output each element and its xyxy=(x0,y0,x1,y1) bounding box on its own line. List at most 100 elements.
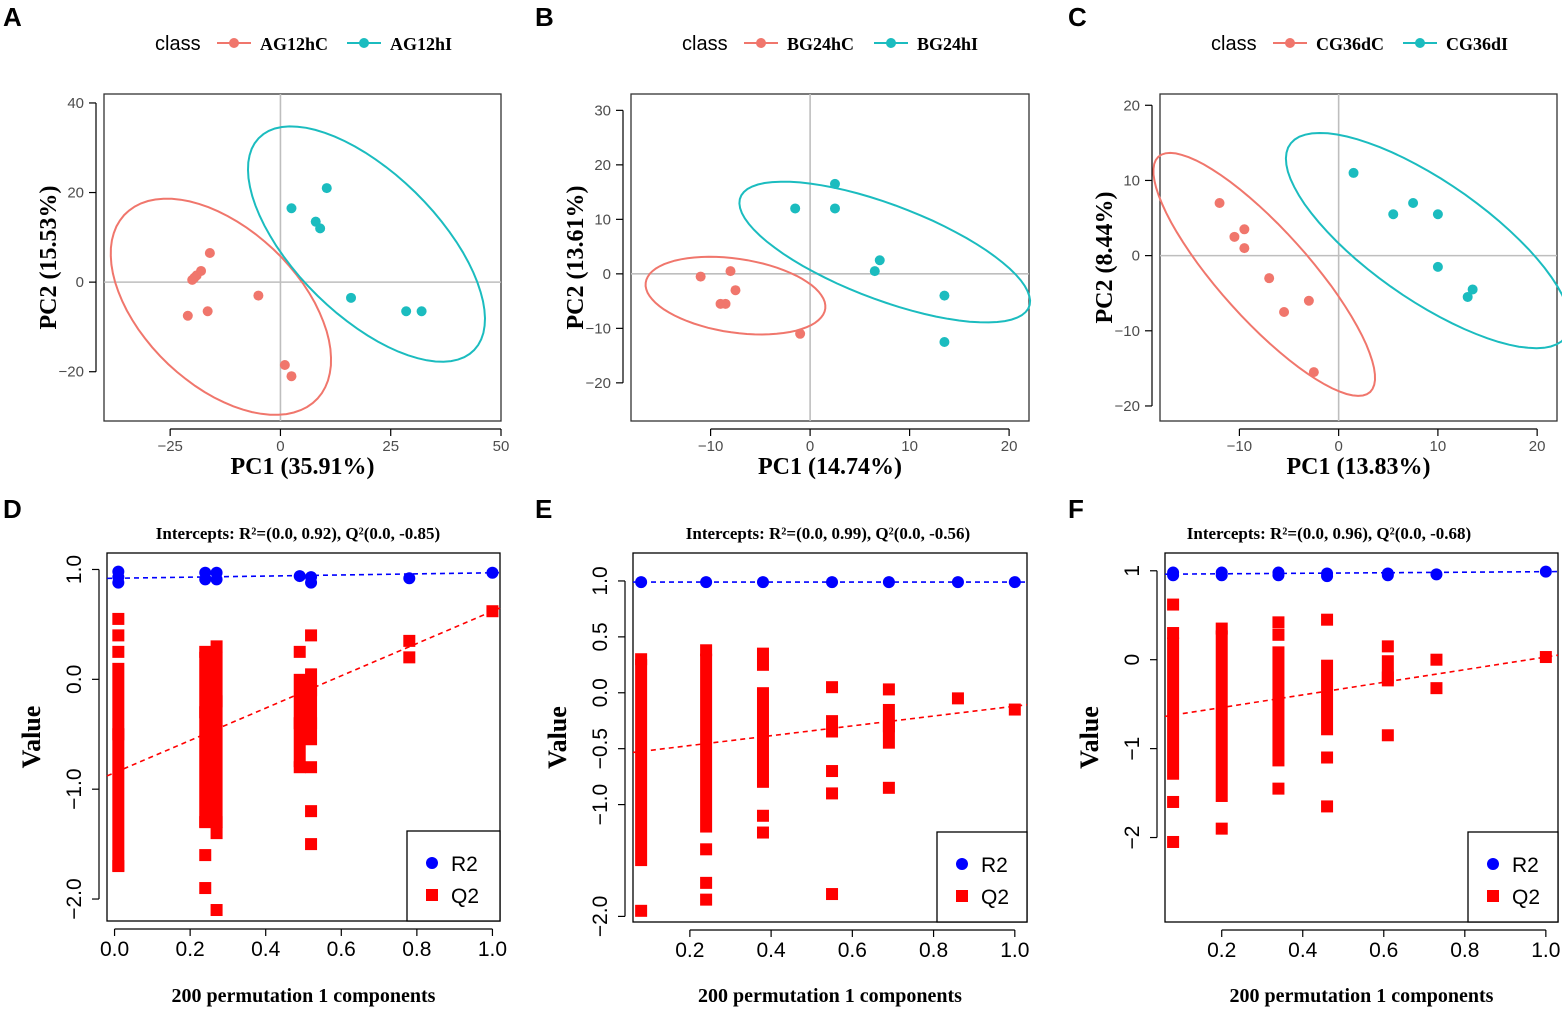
q2-point xyxy=(700,876,713,889)
data-point xyxy=(202,306,213,317)
q2-point-column xyxy=(1272,646,1285,767)
data-point xyxy=(695,271,706,282)
panel-label: A xyxy=(3,2,22,32)
legend-key-dot xyxy=(1415,38,1425,48)
q2-point xyxy=(210,640,223,653)
q2-point xyxy=(112,612,125,625)
legend-title: class xyxy=(1211,33,1257,55)
q2-point xyxy=(826,765,839,778)
data-point xyxy=(401,306,412,317)
q2-point xyxy=(826,787,839,800)
legend-label: BG24hI xyxy=(917,34,978,54)
q2-point xyxy=(882,683,895,696)
q2-point xyxy=(1381,640,1394,653)
x-tick-label: 1.0 xyxy=(1000,939,1029,962)
q2-point-column xyxy=(1167,637,1180,780)
confidence-ellipse-bg24hi xyxy=(738,180,1032,324)
x-axis-title: PC1 (13.83%) xyxy=(1287,454,1431,480)
q2-point xyxy=(112,645,125,658)
x-tick-label: 0.4 xyxy=(251,938,281,961)
y-tick-label: 30 xyxy=(594,102,611,119)
r2-point xyxy=(199,573,212,586)
q2-point-column xyxy=(1215,630,1228,802)
data-point xyxy=(182,310,193,321)
confidence-ellipse-cg36di xyxy=(1284,131,1562,350)
q2-point-column xyxy=(1321,659,1334,736)
y-axis-title: Value xyxy=(17,706,46,769)
q2-point xyxy=(1167,627,1180,640)
legend-key-dot xyxy=(229,38,239,48)
q2-point xyxy=(210,827,223,840)
r2-point xyxy=(700,576,713,589)
legend-key-dot xyxy=(756,38,766,48)
legend-label-q2: Q2 xyxy=(451,885,479,908)
y-tick-label: −20 xyxy=(586,375,611,392)
y-axis-title: Value xyxy=(543,706,572,769)
q2-point xyxy=(305,805,318,818)
panel-label: D xyxy=(3,494,22,524)
r2-point xyxy=(305,576,318,589)
y-axis-title: Value xyxy=(1075,706,1104,769)
x-tick-label: −10 xyxy=(1227,438,1252,455)
x-tick-label: 10 xyxy=(1430,438,1447,455)
x-tick-label: 0 xyxy=(806,438,814,455)
legend-key-dot xyxy=(1285,38,1295,48)
y-tick-label: 0.0 xyxy=(63,665,86,694)
legend-key-q2 xyxy=(1487,890,1499,902)
data-point xyxy=(1303,295,1314,306)
data-point xyxy=(829,203,840,214)
legend-label-r2: R2 xyxy=(451,853,478,876)
data-point xyxy=(939,336,950,347)
q2-point xyxy=(1321,800,1334,813)
q2-point xyxy=(1167,598,1180,611)
r2-point xyxy=(403,572,416,585)
q2-point xyxy=(756,658,769,671)
legend-key-q2 xyxy=(956,890,968,902)
r2-point xyxy=(1167,569,1180,582)
q2-point xyxy=(1321,613,1334,626)
legend-label-q2: Q2 xyxy=(981,886,1009,909)
data-point xyxy=(1229,231,1240,242)
y-tick-label: −1.0 xyxy=(63,768,86,809)
q2-point xyxy=(951,692,964,705)
data-point xyxy=(869,266,880,277)
r2-point xyxy=(826,576,839,589)
y-tick-label: 20 xyxy=(67,185,84,202)
y-axis-title: PC2 (15.53%) xyxy=(36,186,62,330)
legend-key-r2 xyxy=(426,857,438,869)
x-tick-label: 0.6 xyxy=(838,939,867,962)
q2-point xyxy=(635,904,648,917)
data-point xyxy=(725,266,736,277)
r2-point xyxy=(1215,569,1228,582)
data-point xyxy=(204,248,215,259)
q2-point-column xyxy=(210,651,223,828)
q2-point xyxy=(112,728,125,741)
data-point xyxy=(795,328,806,339)
q2-point xyxy=(1167,795,1180,808)
x-tick-label: 0.8 xyxy=(919,939,948,962)
q2-point xyxy=(1272,628,1285,641)
x-tick-label: 20 xyxy=(1001,438,1018,455)
q2-point xyxy=(403,634,416,647)
y-tick-label: 10 xyxy=(1123,172,1140,189)
data-point xyxy=(1239,224,1250,235)
x-tick-label: 0.0 xyxy=(100,938,129,961)
q2-regression-line xyxy=(1164,654,1559,718)
y-tick-label: −0.5 xyxy=(589,728,612,769)
legend-key-q2 xyxy=(426,889,438,901)
y-tick-label: 40 xyxy=(67,95,84,112)
y-tick-label: −1.0 xyxy=(589,784,612,825)
r2-point xyxy=(486,566,499,579)
y-tick-label: 20 xyxy=(1123,97,1140,114)
legend-key-dot xyxy=(886,38,896,48)
data-point xyxy=(829,178,840,189)
x-tick-label: −10 xyxy=(698,438,723,455)
q2-point xyxy=(1430,682,1443,695)
q2-point-column xyxy=(305,668,318,746)
r2-regression-line xyxy=(1164,570,1559,575)
legend-label: CG36dI xyxy=(1446,34,1508,54)
plot-frame xyxy=(630,93,1030,422)
q2-point xyxy=(882,720,895,733)
